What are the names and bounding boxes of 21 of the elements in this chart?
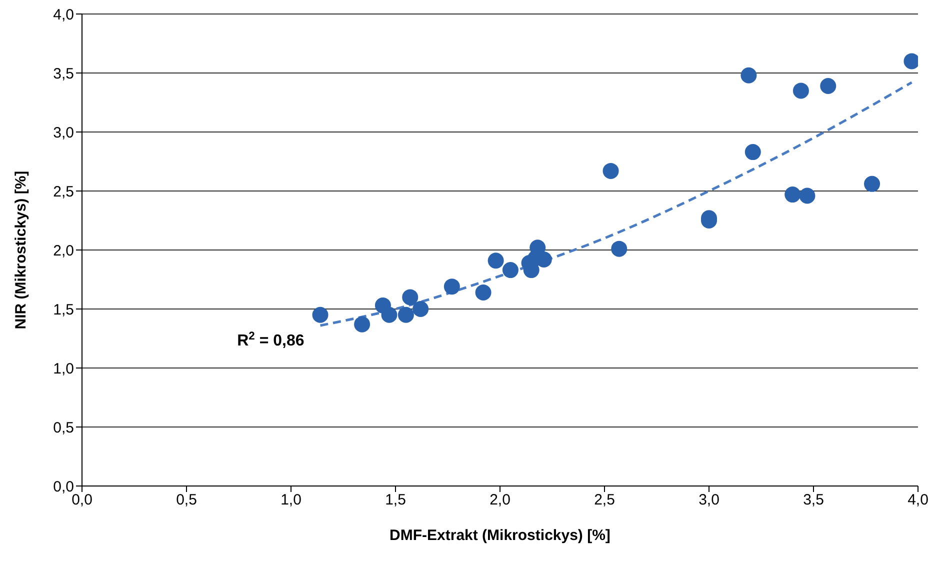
x-axis-title: DMF-Extrakt (Mikrostickys) [%]	[390, 527, 610, 544]
x-tick-label: 1,5	[385, 492, 406, 509]
x-tick-label: 2,0	[490, 492, 510, 509]
x-tick-label: 0,5	[176, 492, 197, 509]
y-tick-label: 0,0	[53, 478, 74, 496]
x-tick-label: 2,5	[594, 492, 615, 509]
y-tick-label: 1,0	[53, 360, 74, 378]
y-tick-label: 1,5	[53, 301, 74, 318]
x-tick-label: 3,0	[698, 492, 720, 509]
y-tick-label: 2,0	[53, 242, 74, 260]
y-tick-label: 4,0	[53, 6, 74, 24]
x-tick-label: 0,0	[72, 492, 92, 509]
y-tick-label: 2,5	[53, 183, 74, 200]
y-tick-label: 3,5	[53, 65, 74, 82]
x-tick-label: 4,0	[908, 492, 928, 509]
x-tick-label: 1,0	[280, 492, 302, 509]
x-tick-label: 3,5	[803, 492, 824, 509]
y-tick-label: 0,5	[53, 419, 74, 436]
y-axis-title: NIR (Mikrostickys) [%]	[12, 170, 30, 330]
annotation: R$^{2}$ = 0,86	[237, 330, 304, 350]
y-tick-label: 3,0	[53, 124, 74, 142]
